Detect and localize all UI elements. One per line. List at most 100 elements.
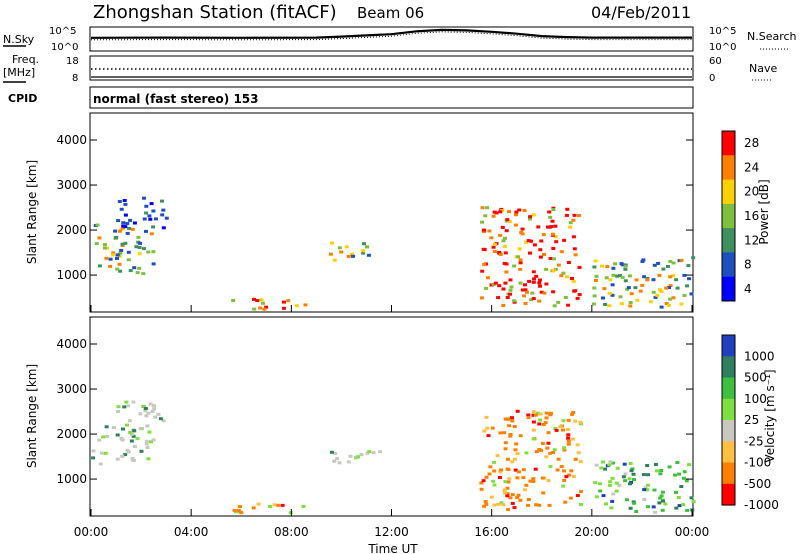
data-cell <box>116 410 121 413</box>
data-cell <box>684 479 689 483</box>
data-cell <box>236 509 241 513</box>
data-cell <box>111 426 116 430</box>
data-cell <box>655 469 659 473</box>
data-cell <box>147 430 152 434</box>
data-cell <box>538 412 543 416</box>
data-cell <box>548 257 553 260</box>
data-cell <box>552 448 557 452</box>
colorbar-swatch <box>722 483 735 506</box>
data-cell <box>577 293 582 297</box>
data-cell <box>520 232 525 236</box>
data-cell <box>104 425 109 429</box>
x-tick-label: 12:00 <box>374 525 409 539</box>
data-cell <box>631 472 636 476</box>
data-cell <box>151 262 156 266</box>
data-cell <box>153 217 158 221</box>
power-panel: 1000 2000 3000 4000 Slant Range [km] 28 24 20… <box>25 112 771 313</box>
data-cell <box>674 278 679 282</box>
data-cell <box>356 455 361 459</box>
y-tick-label: 1000 <box>56 268 87 282</box>
data-cell <box>518 498 523 502</box>
data-cell <box>132 266 137 270</box>
data-cell <box>141 272 146 276</box>
data-cell <box>682 273 687 277</box>
data-cell <box>551 269 556 273</box>
data-cell <box>618 274 622 277</box>
data-cell <box>664 302 669 305</box>
data-cell <box>571 279 576 283</box>
data-cell <box>131 400 136 404</box>
power-y-axis-label: Slant Range [km] <box>25 160 39 264</box>
data-cell <box>146 411 151 415</box>
data-cell <box>575 494 580 497</box>
data-cell <box>536 225 541 229</box>
data-cell <box>537 503 542 507</box>
velocity-panel: 1000 2000 3000 4000 Slant Range [km] 1000 50… <box>25 316 779 517</box>
colorbar-swatch <box>722 420 735 442</box>
data-cell <box>105 246 109 250</box>
data-cell <box>571 475 576 479</box>
data-cell <box>114 235 119 239</box>
data-cell <box>601 296 605 300</box>
data-cell <box>514 210 519 214</box>
data-cell <box>645 483 650 487</box>
data-cell <box>506 457 510 461</box>
data-cell <box>521 476 526 480</box>
data-cell <box>344 245 349 249</box>
data-cell <box>561 271 566 275</box>
data-cell <box>538 278 542 282</box>
data-cell <box>505 486 510 490</box>
data-cell <box>164 216 169 220</box>
data-cell <box>484 415 489 419</box>
data-cell <box>117 229 122 233</box>
data-cell <box>143 407 148 410</box>
data-cell <box>161 208 166 212</box>
data-cell <box>627 477 632 481</box>
data-cell <box>132 445 137 449</box>
data-cell <box>514 213 518 217</box>
freq-panel: Freq. [MHz] 18 8 60 0 Nave <box>3 53 777 84</box>
colorbar-swatch <box>722 252 735 278</box>
data-cell <box>676 496 681 499</box>
data-cell <box>301 504 306 508</box>
data-cell <box>544 267 549 271</box>
data-cell <box>533 413 538 417</box>
y-tick-label: 4000 <box>56 133 87 147</box>
data-cell <box>115 256 119 260</box>
data-cell <box>160 199 164 203</box>
data-cell <box>634 278 639 282</box>
data-cell <box>548 215 553 219</box>
data-cell <box>115 433 120 437</box>
data-cell <box>148 217 153 221</box>
data-cell <box>512 425 517 428</box>
data-cell <box>99 451 104 455</box>
data-cell <box>611 266 616 270</box>
data-cell <box>531 213 536 217</box>
data-cell <box>628 482 632 486</box>
data-cell <box>679 485 684 488</box>
data-cell <box>554 428 559 432</box>
data-cell <box>531 270 536 274</box>
data-cell <box>508 433 513 436</box>
data-cell <box>111 253 116 257</box>
data-cell <box>513 457 517 461</box>
colorbar-tick-label: 28 <box>744 136 759 150</box>
data-cell <box>613 262 618 266</box>
data-cell <box>575 443 580 447</box>
date-label: 04/Feb/2011 <box>591 3 691 22</box>
data-cell <box>151 250 156 254</box>
data-cell <box>362 242 366 246</box>
data-cell <box>149 232 154 236</box>
data-cell <box>623 479 628 483</box>
y-tick-label: 2000 <box>56 427 87 441</box>
data-cell <box>521 468 526 472</box>
data-cell <box>482 263 487 266</box>
data-cell <box>570 277 574 280</box>
data-cell <box>481 247 486 251</box>
data-cell <box>480 269 485 273</box>
data-cell <box>523 302 528 305</box>
data-cell <box>121 224 126 228</box>
data-cell <box>685 508 690 512</box>
data-cell <box>153 415 158 419</box>
data-cell <box>646 473 650 477</box>
